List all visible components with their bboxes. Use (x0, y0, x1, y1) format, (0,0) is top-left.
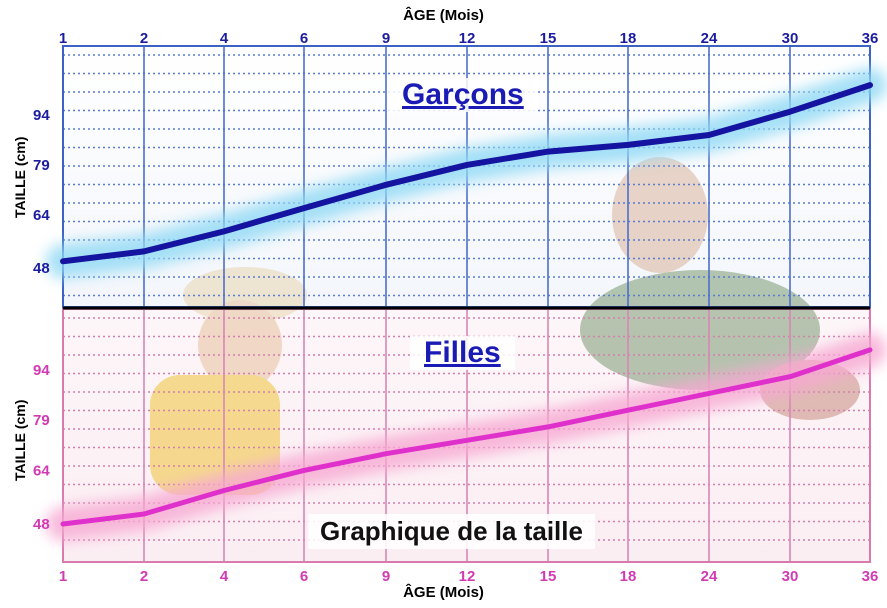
x-tick-label-bottom: 36 (862, 568, 879, 585)
x-tick-label-top: 9 (382, 30, 390, 47)
x-tick-label-top: 36 (862, 30, 879, 47)
x-tick-label-bottom: 1 (59, 568, 67, 585)
x-tick-label-bottom: 6 (300, 568, 308, 585)
x-tick-label-bottom: 2 (140, 568, 148, 585)
x-tick-label-top: 30 (782, 30, 799, 47)
x-axis-title-top: ÂGE (Mois) (403, 7, 484, 24)
girls-y-tick-label: 48 (33, 516, 50, 533)
boys-y-tick-label: 79 (33, 157, 50, 174)
x-tick-label-top: 1 (59, 30, 67, 47)
y-axis-label-boys: TAILLE (cm) (12, 136, 28, 218)
x-tick-label-top: 6 (300, 30, 308, 47)
girls-y-tick-label: 94 (33, 362, 50, 379)
x-tick-label-bottom: 18 (620, 568, 637, 585)
boys-y-tick-label: 64 (33, 207, 50, 224)
girls-y-tick-label: 79 (33, 412, 50, 429)
x-tick-label-bottom: 12 (459, 568, 476, 585)
x-tick-label-bottom: 9 (382, 568, 390, 585)
y-axis-label-girls: TAILLE (cm) (12, 399, 28, 481)
x-axis-title-bottom: ÂGE (Mois) (403, 584, 484, 601)
footer-title: Graphique de la taille (308, 514, 595, 549)
baby-face-shape (198, 300, 282, 390)
girls-y-tick-label: 64 (33, 462, 50, 479)
yellow-shirt-shape (150, 375, 280, 495)
girls-panel-title: Filles (410, 336, 515, 370)
baby-body-shape (580, 270, 820, 390)
x-tick-label-bottom: 30 (782, 568, 799, 585)
boys-panel-title: Garçons (388, 78, 538, 112)
x-tick-label-top: 18 (620, 30, 637, 47)
x-tick-label-top: 15 (540, 30, 557, 47)
x-tick-label-bottom: 15 (540, 568, 557, 585)
x-tick-label-top: 24 (701, 30, 718, 47)
boys-y-tick-label: 48 (33, 260, 50, 277)
x-tick-label-top: 4 (220, 30, 229, 47)
boys-y-tick-label: 94 (33, 107, 50, 124)
x-tick-label-top: 12 (459, 30, 476, 47)
x-tick-label-bottom: 4 (220, 568, 229, 585)
x-tick-label-top: 2 (140, 30, 148, 47)
baby-head-shape (612, 157, 708, 273)
x-tick-label-bottom: 24 (701, 568, 718, 585)
